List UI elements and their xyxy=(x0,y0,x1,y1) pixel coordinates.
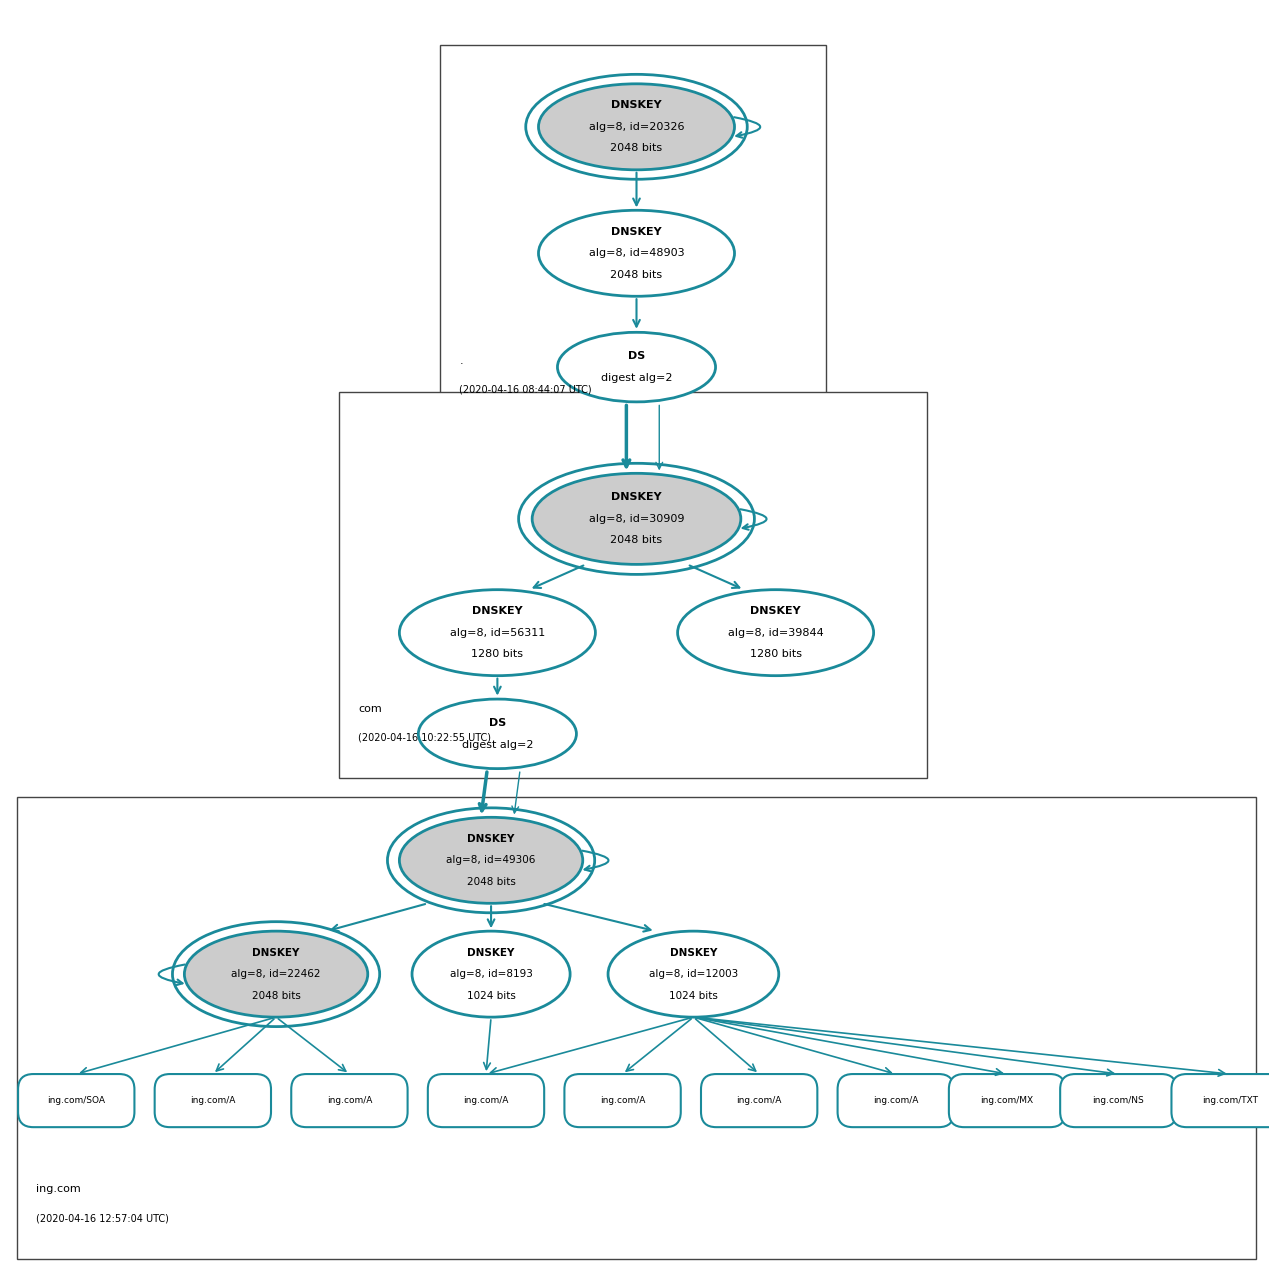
Text: ing.com/SOA: ing.com/SOA xyxy=(47,1097,106,1105)
Text: ing.com/A: ing.com/A xyxy=(463,1097,509,1105)
Text: ing.com/MX: ing.com/MX xyxy=(980,1097,1034,1105)
Text: DS: DS xyxy=(489,718,505,728)
Text: DNSKEY: DNSKEY xyxy=(750,606,801,616)
Ellipse shape xyxy=(677,589,873,676)
FancyBboxPatch shape xyxy=(428,1074,544,1127)
FancyBboxPatch shape xyxy=(948,1074,1066,1127)
FancyBboxPatch shape xyxy=(292,1074,407,1127)
Text: alg=8, id=30909: alg=8, id=30909 xyxy=(588,514,685,524)
Ellipse shape xyxy=(412,932,570,1017)
Text: alg=8, id=48903: alg=8, id=48903 xyxy=(588,248,685,258)
Ellipse shape xyxy=(400,589,596,676)
Text: DNSKEY: DNSKEY xyxy=(611,100,662,110)
FancyArrowPatch shape xyxy=(159,965,185,985)
Text: digest alg=2: digest alg=2 xyxy=(462,740,533,750)
Text: 2048 bits: 2048 bits xyxy=(252,990,300,1001)
Text: (2020-04-16 08:44:07 UTC): (2020-04-16 08:44:07 UTC) xyxy=(460,385,592,395)
Text: .: . xyxy=(460,355,463,366)
Ellipse shape xyxy=(538,211,735,296)
Text: 2048 bits: 2048 bits xyxy=(611,535,662,546)
FancyBboxPatch shape xyxy=(1171,1074,1273,1127)
FancyArrowPatch shape xyxy=(741,509,766,530)
Text: 1024 bits: 1024 bits xyxy=(670,990,718,1001)
Text: alg=8, id=8193: alg=8, id=8193 xyxy=(449,969,532,979)
Text: (2020-04-16 12:57:04 UTC): (2020-04-16 12:57:04 UTC) xyxy=(36,1213,168,1223)
FancyBboxPatch shape xyxy=(701,1074,817,1127)
Text: 1280 bits: 1280 bits xyxy=(750,649,802,659)
Ellipse shape xyxy=(532,473,741,565)
Text: 2048 bits: 2048 bits xyxy=(467,877,516,887)
Ellipse shape xyxy=(419,699,577,768)
Text: ing.com/A: ing.com/A xyxy=(873,1097,918,1105)
FancyBboxPatch shape xyxy=(18,1074,135,1127)
Text: DNSKEY: DNSKEY xyxy=(467,948,514,957)
Text: alg=8, id=49306: alg=8, id=49306 xyxy=(447,855,536,865)
Text: alg=8, id=12003: alg=8, id=12003 xyxy=(649,969,738,979)
FancyArrowPatch shape xyxy=(582,851,608,872)
Text: DNSKEY: DNSKEY xyxy=(670,948,717,957)
FancyArrowPatch shape xyxy=(735,118,760,138)
Text: DNSKEY: DNSKEY xyxy=(467,833,514,843)
Ellipse shape xyxy=(558,332,715,401)
Ellipse shape xyxy=(538,84,735,170)
Ellipse shape xyxy=(400,818,583,904)
FancyBboxPatch shape xyxy=(154,1074,271,1127)
Text: DNSKEY: DNSKEY xyxy=(611,492,662,502)
Text: DNSKEY: DNSKEY xyxy=(611,226,662,236)
Text: ing.com: ing.com xyxy=(36,1185,80,1194)
Text: DNSKEY: DNSKEY xyxy=(252,948,299,957)
Bar xyxy=(340,392,927,778)
Text: alg=8, id=56311: alg=8, id=56311 xyxy=(449,627,545,638)
Text: 2048 bits: 2048 bits xyxy=(611,143,662,153)
Text: digest alg=2: digest alg=2 xyxy=(601,373,672,383)
Text: DS: DS xyxy=(628,351,645,362)
Text: alg=8, id=22462: alg=8, id=22462 xyxy=(232,969,321,979)
Text: ing.com/TXT: ing.com/TXT xyxy=(1202,1097,1258,1105)
Text: ing.com/A: ing.com/A xyxy=(190,1097,236,1105)
Text: com: com xyxy=(358,704,382,713)
Text: 1280 bits: 1280 bits xyxy=(471,649,523,659)
FancyBboxPatch shape xyxy=(1060,1074,1176,1127)
Text: DNSKEY: DNSKEY xyxy=(472,606,523,616)
Bar xyxy=(17,797,1256,1259)
Text: alg=8, id=20326: alg=8, id=20326 xyxy=(588,121,685,132)
Text: ing.com/A: ing.com/A xyxy=(600,1097,645,1105)
FancyBboxPatch shape xyxy=(564,1074,681,1127)
Text: alg=8, id=39844: alg=8, id=39844 xyxy=(728,627,824,638)
FancyBboxPatch shape xyxy=(838,1074,953,1127)
Text: 2048 bits: 2048 bits xyxy=(611,270,662,280)
Bar xyxy=(440,45,826,431)
Ellipse shape xyxy=(185,932,368,1017)
Text: 1024 bits: 1024 bits xyxy=(467,990,516,1001)
Text: ing.com/NS: ing.com/NS xyxy=(1092,1097,1144,1105)
Text: ing.com/A: ing.com/A xyxy=(327,1097,372,1105)
Text: ing.com/A: ing.com/A xyxy=(737,1097,782,1105)
Ellipse shape xyxy=(608,932,779,1017)
Text: (2020-04-16 10:22:55 UTC): (2020-04-16 10:22:55 UTC) xyxy=(358,732,491,743)
